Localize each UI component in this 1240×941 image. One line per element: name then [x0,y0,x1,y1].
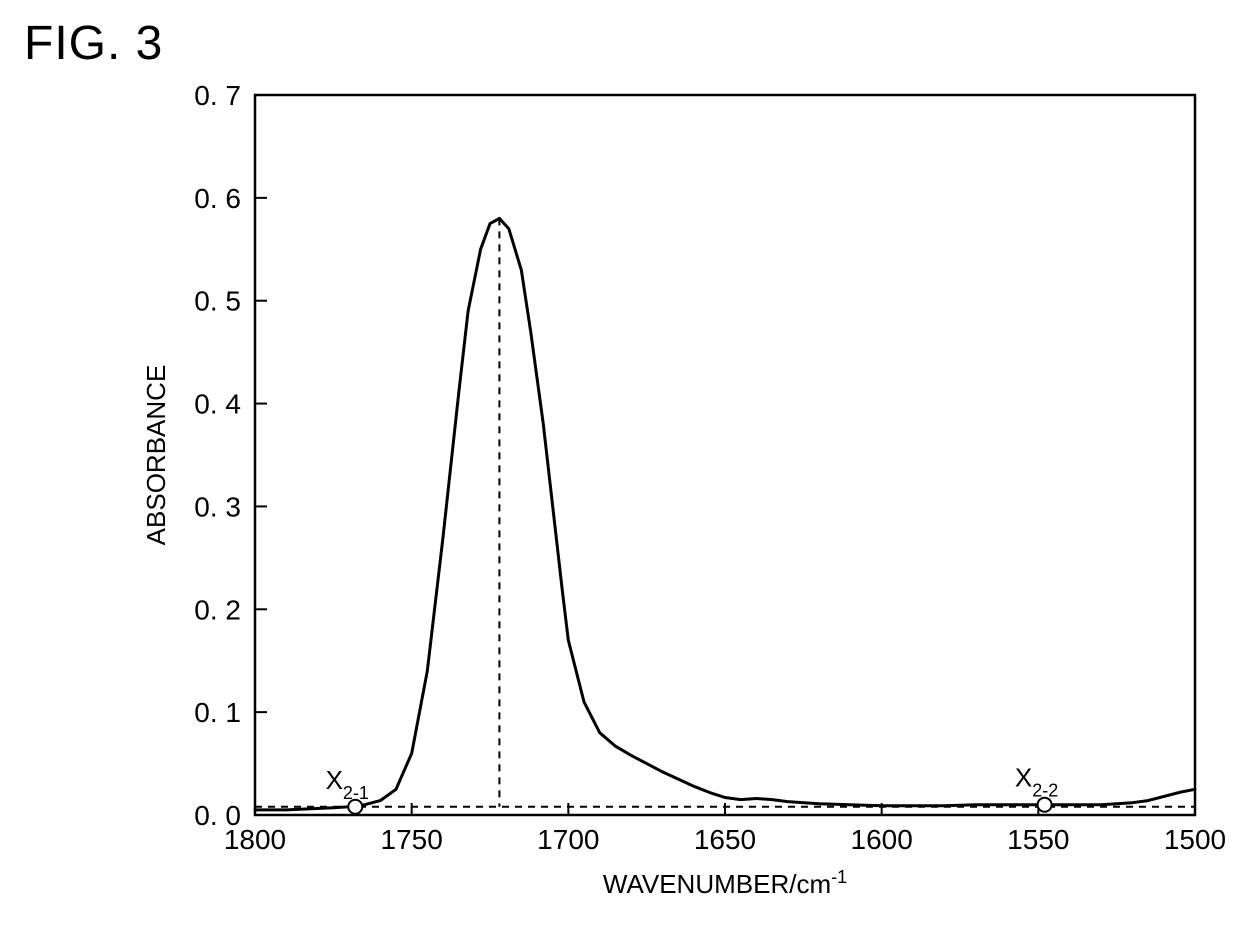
x-tick-label: 1500 [1164,824,1226,855]
y-tick-label: 0. 5 [194,286,241,317]
x-tick-label: 1700 [537,824,599,855]
plot-area [255,95,1195,815]
y-tick-label: 0. 3 [194,491,241,522]
y-tick-label: 0. 7 [194,80,241,111]
x-tick-label: 1650 [694,824,756,855]
y-tick-label: 0. 2 [194,594,241,625]
y-axis-label: ABSORBANCE [141,365,171,546]
y-tick-label: 0. 0 [194,800,241,831]
x-axis-label: WAVENUMBER/cm-1 [603,867,847,899]
y-tick-label: 0. 4 [194,389,241,420]
absorbance-chart: 18001750170016501600155015000. 00. 10. 2… [0,0,1240,941]
y-tick-label: 0. 1 [194,697,241,728]
x-tick-label: 1550 [1007,824,1069,855]
x-tick-label: 1600 [851,824,913,855]
x-tick-label: 1750 [381,824,443,855]
y-tick-label: 0. 6 [194,183,241,214]
